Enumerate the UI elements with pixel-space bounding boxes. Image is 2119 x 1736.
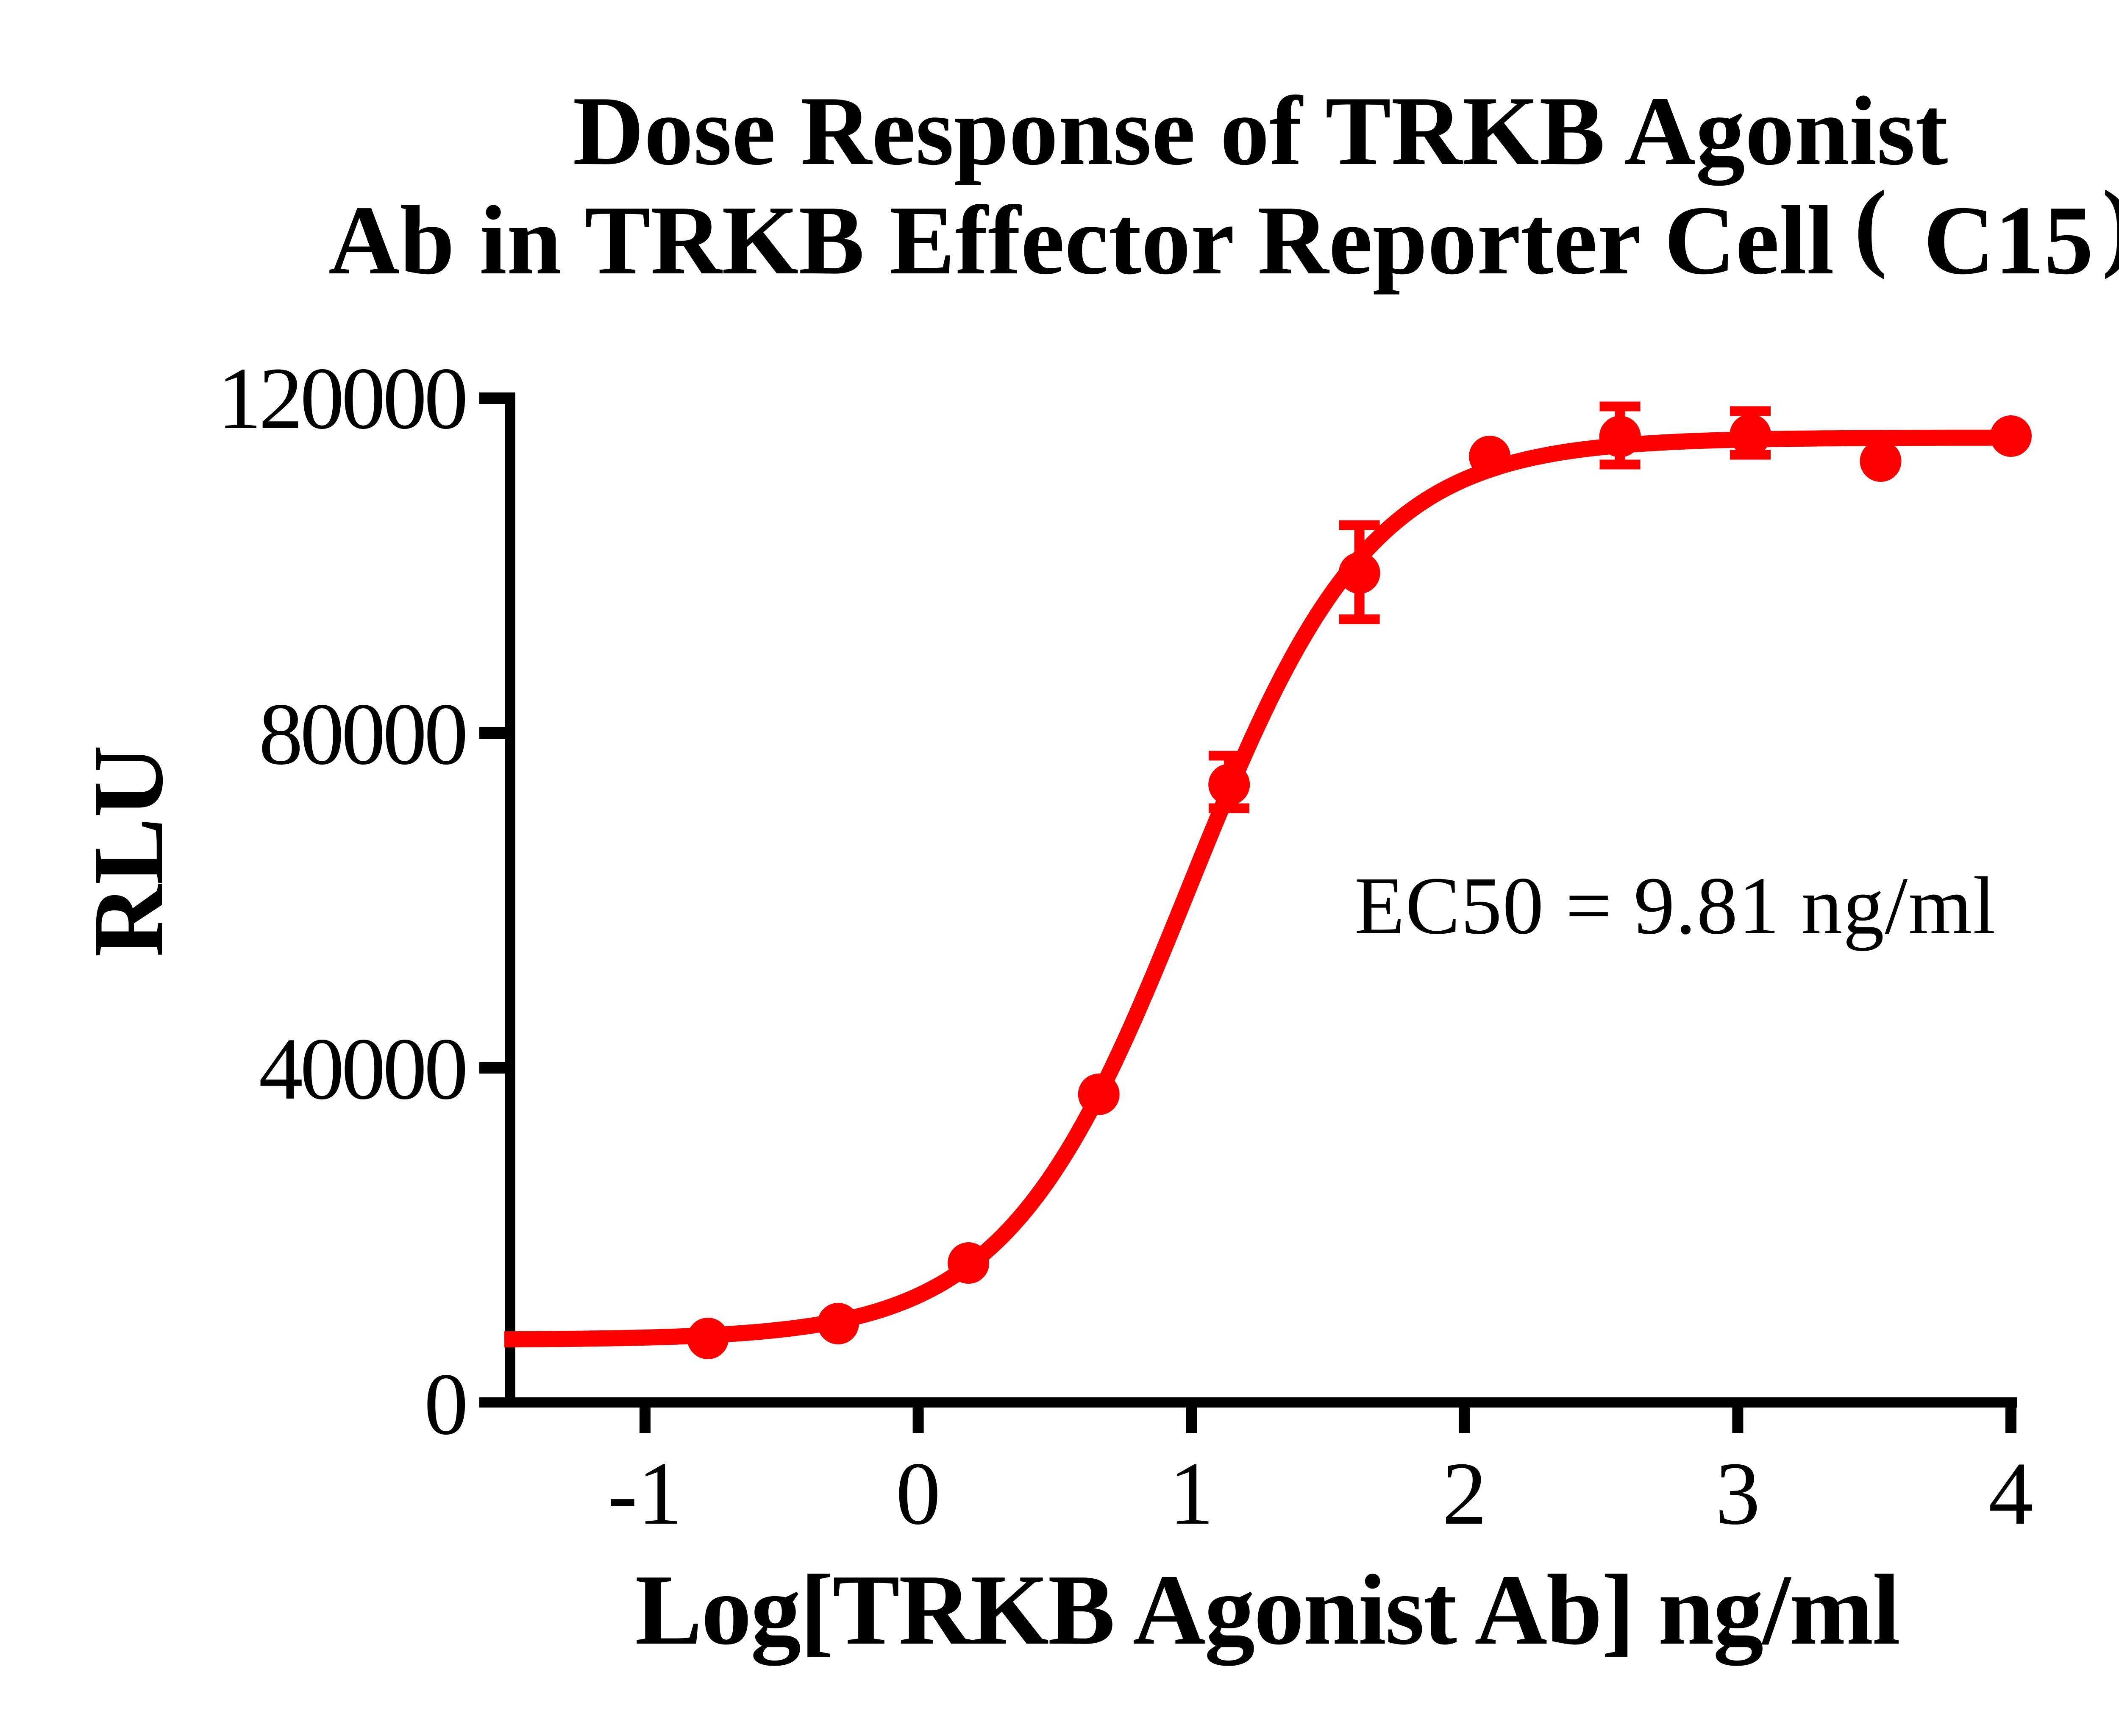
svg-text:Ab in TRKB Effector Reporter C: Ab in TRKB Effector Reporter Cell(C15) [328,170,2119,295]
svg-text:4: 4 [1988,1444,2033,1543]
svg-text:120000: 120000 [217,350,465,448]
svg-text:EC50 = 9.81 ng/ml: EC50 = 9.81 ng/ml [1354,860,1997,951]
svg-text:1: 1 [1169,1444,1214,1543]
svg-text:40000: 40000 [259,1020,466,1118]
svg-text:Dose Response of TRKB Agonist: Dose Response of TRKB Agonist [573,76,1948,186]
svg-text:RLU: RLU [73,745,184,957]
svg-text:Log[TRKB Agonist Ab] ng/ml: Log[TRKB Agonist Ab] ng/ml [635,1554,1899,1666]
svg-text:3: 3 [1715,1444,1760,1543]
svg-text:2: 2 [1442,1444,1487,1543]
svg-text:80000: 80000 [259,685,466,783]
svg-text:0: 0 [424,1355,466,1453]
svg-text:-1: -1 [608,1444,683,1543]
svg-text:0: 0 [896,1444,941,1543]
